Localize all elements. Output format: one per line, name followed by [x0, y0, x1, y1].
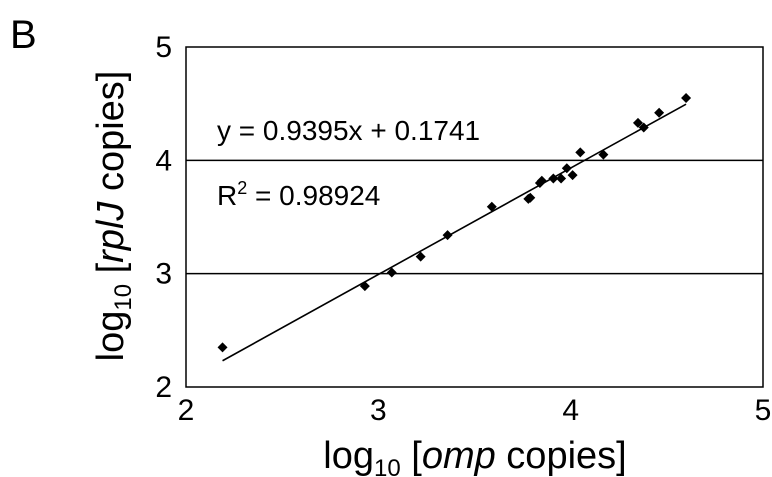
y-tick-label: 5 — [155, 31, 172, 64]
y-tick-labels: 2 3 4 5 — [155, 31, 172, 404]
data-point — [548, 173, 559, 184]
r-squared-label: R2 = 0.98924 — [217, 178, 380, 211]
data-point — [638, 122, 649, 133]
data-point — [598, 149, 609, 160]
data-point — [386, 267, 397, 278]
y-tick-label: 3 — [155, 258, 172, 291]
data-point — [654, 107, 665, 118]
data-point — [486, 201, 497, 212]
gridlines — [186, 159, 763, 275]
trendline-equation: y = 0.9395x + 0.1741 — [217, 115, 480, 146]
x-title-gene: omp — [422, 435, 496, 477]
x-tick-label: 5 — [755, 394, 772, 427]
y-tick-label: 4 — [155, 144, 172, 177]
r2-value: = 0.98924 — [247, 180, 380, 211]
data-points — [217, 93, 692, 353]
x-title-rest: copies] — [496, 435, 627, 477]
data-point — [415, 251, 426, 262]
y-title-rest: copies] — [90, 71, 132, 202]
x-tick-labels: 2 3 4 5 — [178, 394, 772, 427]
r2-prefix: R — [217, 180, 237, 211]
panel-label: B — [10, 13, 37, 57]
y-title-prefix: log — [90, 311, 132, 362]
x-title-subscript: 10 — [374, 455, 401, 477]
y-axis-title: log10 [rplJ copies] — [90, 71, 137, 362]
data-point — [632, 117, 643, 128]
data-point — [217, 342, 228, 353]
x-tick-label: 3 — [370, 394, 387, 427]
x-tick-label: 2 — [178, 394, 195, 427]
data-point — [359, 281, 370, 292]
data-point — [536, 175, 547, 186]
x-axis-title: log10 [omp copies] — [323, 435, 626, 477]
y-title-subscript: 10 — [110, 284, 137, 311]
x-title-bracket: [ — [401, 435, 423, 477]
data-point — [681, 93, 692, 103]
trendline — [222, 103, 687, 362]
data-point — [575, 147, 586, 158]
x-title-prefix: log — [323, 435, 374, 477]
x-tick-label: 4 — [562, 394, 579, 427]
data-point — [567, 170, 578, 181]
y-title-gene: rplJ — [90, 201, 132, 263]
y-tick-label: 2 — [155, 371, 172, 404]
data-point — [442, 230, 453, 241]
r2-superscript: 2 — [237, 178, 247, 198]
data-point — [556, 173, 567, 184]
data-point — [525, 192, 536, 203]
y-title-bracket: [ — [90, 262, 132, 284]
data-point — [561, 163, 572, 174]
plot-frame — [185, 46, 764, 388]
